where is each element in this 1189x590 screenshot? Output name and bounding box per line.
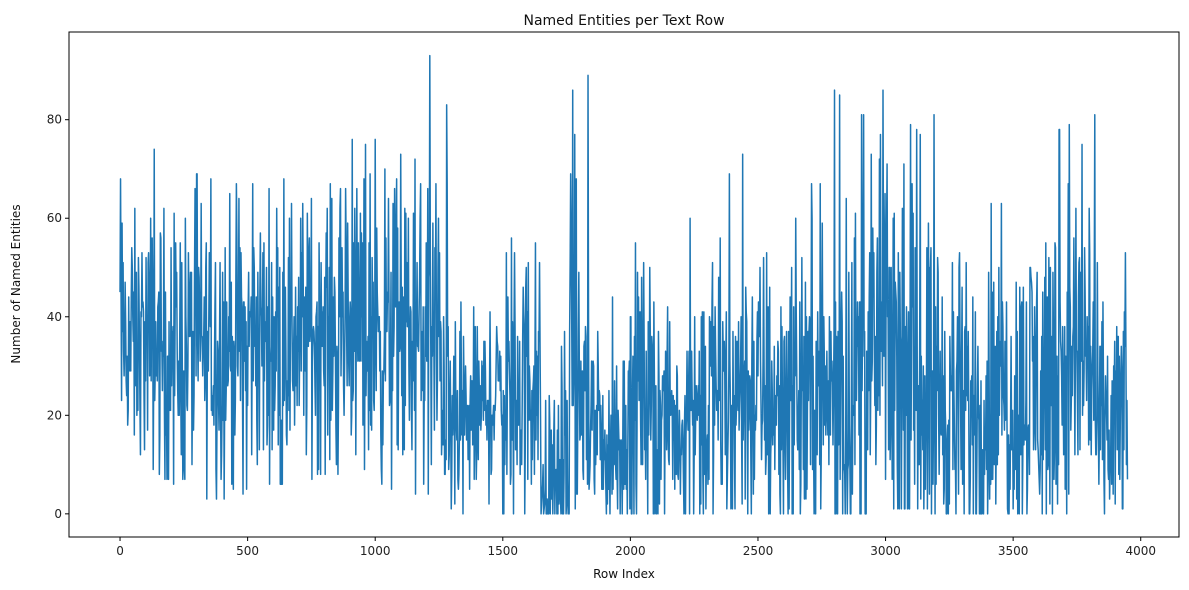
x-tick-label: 1000 bbox=[360, 544, 391, 558]
x-tick-label: 4000 bbox=[1125, 544, 1156, 558]
x-tick-label: 2000 bbox=[615, 544, 646, 558]
plot-area bbox=[68, 31, 1180, 538]
x-tick-label: 2500 bbox=[743, 544, 774, 558]
x-tick-label: 3500 bbox=[998, 544, 1029, 558]
series-named-entities bbox=[119, 54, 1129, 515]
x-tick-label: 0 bbox=[116, 544, 124, 558]
x-axis: 0 500 1000 1500 2000 2500 3000 3500 4000 bbox=[116, 537, 1156, 558]
chart-title: Named Entities per Text Row bbox=[523, 13, 724, 29]
series-line bbox=[119, 54, 1129, 515]
y-tick-label: 0 bbox=[54, 507, 62, 521]
x-axis-label: Row Index bbox=[593, 567, 655, 581]
y-tick-label: 60 bbox=[47, 211, 62, 225]
y-axis: 0 20 40 60 80 bbox=[47, 113, 69, 521]
y-tick-label: 20 bbox=[47, 408, 62, 422]
x-tick-label: 1500 bbox=[488, 544, 519, 558]
y-axis-label: Number of Named Entities bbox=[9, 204, 23, 363]
plot-frame bbox=[68, 31, 1180, 538]
x-tick-label: 3000 bbox=[870, 544, 901, 558]
y-tick-label: 80 bbox=[47, 113, 62, 127]
y-tick-label: 40 bbox=[47, 310, 62, 324]
x-tick-label: 500 bbox=[236, 544, 259, 558]
